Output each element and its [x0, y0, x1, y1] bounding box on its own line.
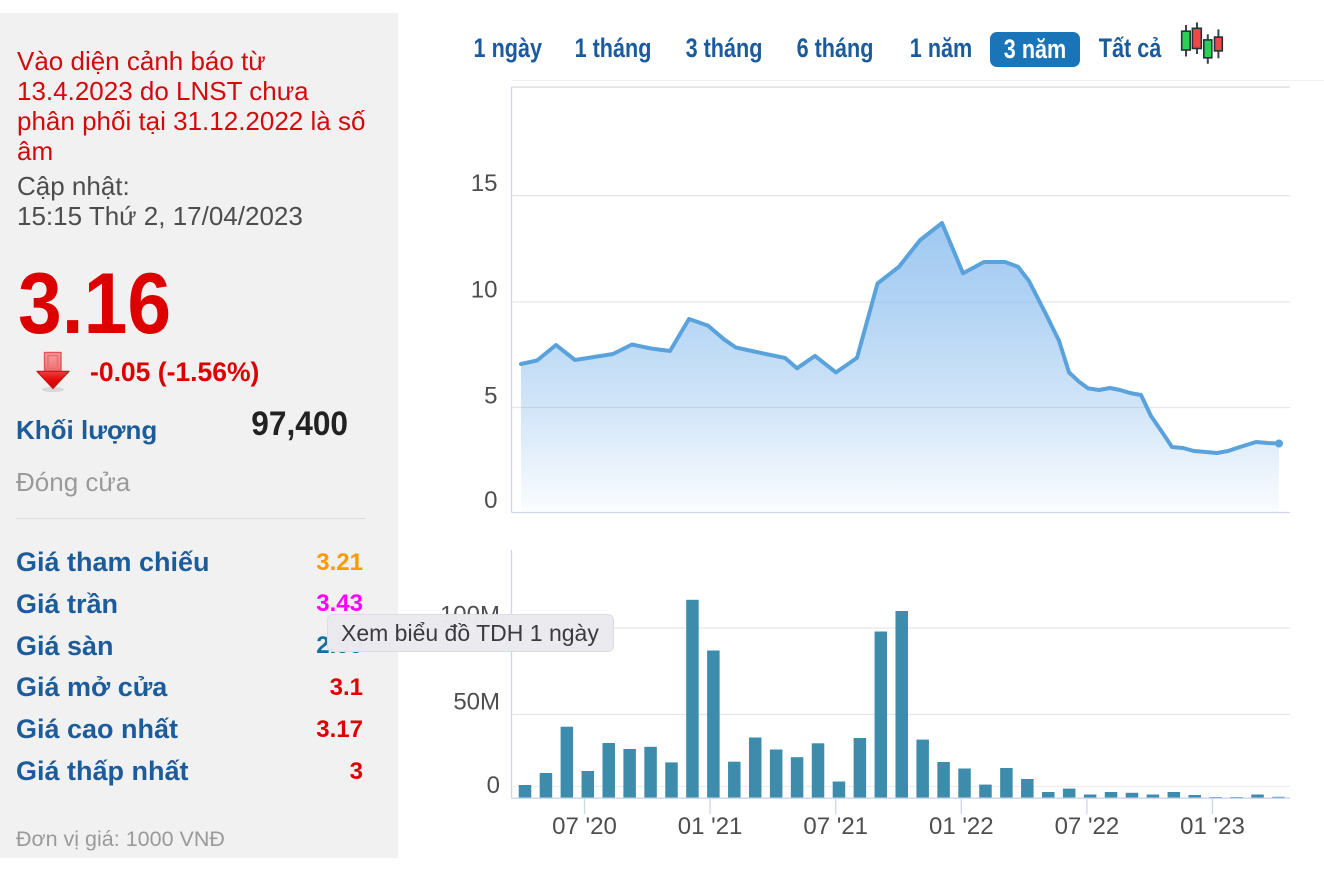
svg-text:01 '21: 01 '21: [678, 813, 743, 840]
svg-text:01 '23: 01 '23: [1180, 813, 1245, 840]
svg-text:01 '22: 01 '22: [929, 813, 994, 840]
svg-text:10: 10: [471, 277, 498, 304]
svg-text:07 '22: 07 '22: [1055, 813, 1120, 840]
svg-text:07 '21: 07 '21: [803, 813, 868, 840]
svg-text:5: 5: [484, 383, 497, 410]
svg-text:15: 15: [471, 170, 498, 197]
svg-text:0: 0: [484, 487, 497, 514]
svg-text:07 '20: 07 '20: [552, 813, 617, 840]
svg-text:0: 0: [487, 772, 500, 799]
svg-text:50M: 50M: [453, 689, 500, 716]
